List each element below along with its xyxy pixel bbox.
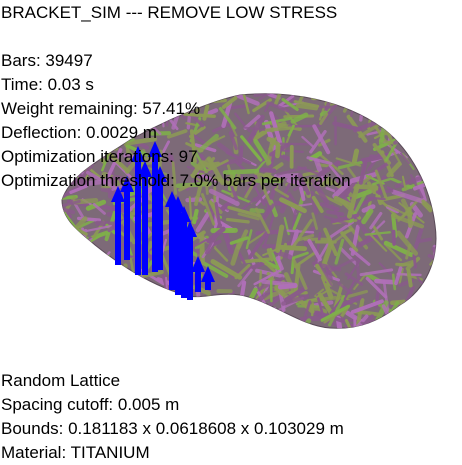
force-arrow-icon [111, 186, 125, 265]
deflection-value: Deflection: 0.0029 m [1, 123, 157, 142]
app-title: BRACKET_SIM --- REMOVE LOW STRESS [1, 3, 338, 22]
force-arrow-icon [120, 176, 134, 260]
force-arrow-icon [201, 266, 215, 290]
lattice-bounds: Bounds: 0.181183 x 0.0618608 x 0.103029 … [1, 419, 344, 438]
weight-remaining: Weight remaining: 57.41% [1, 99, 201, 118]
lattice-info-overlay: Random Lattice Spacing cutoff: 0.005 m B… [1, 369, 344, 465]
force-arrow-icon [138, 161, 152, 275]
bars-count: Bars: 39497 [1, 51, 93, 70]
material-name: Material: TITANIUM [1, 443, 150, 462]
force-arrow-icon [153, 166, 167, 270]
force-arrow-icon [148, 141, 162, 272]
force-arrow-icon [183, 221, 197, 300]
force-arrow-icon [177, 206, 191, 298]
force-arrow-icon [171, 196, 185, 295]
lattice-type: Random Lattice [1, 371, 121, 390]
simulation-time: Time: 0.03 s [1, 75, 94, 94]
force-arrow-icon [191, 256, 205, 292]
simulation-stats-overlay: BRACKET_SIM --- REMOVE LOW STRESS Bars: … [1, 1, 351, 193]
force-arrow-icon [131, 146, 145, 275]
spacing-cutoff: Spacing cutoff: 0.005 m [1, 395, 180, 414]
optimization-threshold: Optimization threshold: 7.0% bars per it… [1, 171, 351, 190]
load-force-arrows [111, 141, 215, 300]
optimization-iterations: Optimization iterations: 97 [1, 147, 198, 166]
